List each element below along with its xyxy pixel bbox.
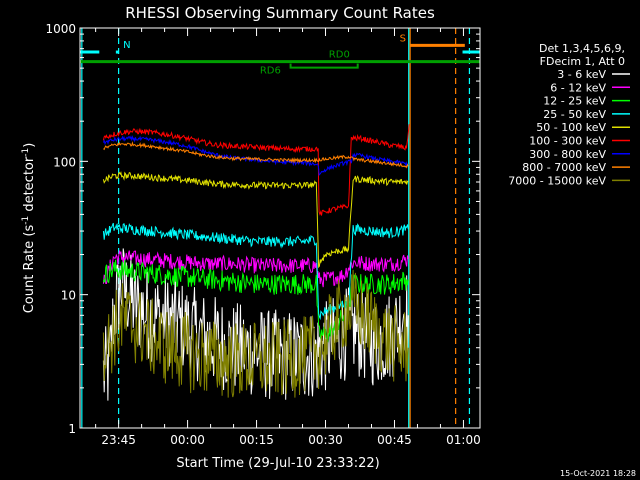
y-tick-label-3: 1000 bbox=[45, 22, 76, 36]
legend-label-6: 300 - 800 keV bbox=[529, 148, 606, 161]
y-axis-label-sup2: -1 bbox=[21, 148, 31, 157]
legend-header-0: Det 1,3,4,5,6,9, bbox=[539, 42, 625, 55]
timestamp: 15-Oct-2021 18:28 bbox=[560, 469, 636, 478]
legend-label-7: 800 - 7000 keV bbox=[522, 161, 606, 174]
flag-label-n: N bbox=[123, 40, 130, 51]
x-tick-label-3: 00:30 bbox=[308, 433, 343, 447]
y-axis-label-main: Count Rate (s bbox=[22, 225, 37, 314]
series-line-3 bbox=[102, 222, 409, 321]
series-line-1 bbox=[102, 249, 409, 288]
event-vertical-lines bbox=[81, 28, 471, 428]
y-axis-label-mid: detector bbox=[22, 156, 37, 216]
legend-header-1: FDecim 1, Att 0 bbox=[540, 55, 625, 68]
x-tick-label-1: 00:00 bbox=[170, 433, 205, 447]
series-line-8 bbox=[102, 269, 409, 398]
series-line-5 bbox=[102, 124, 410, 216]
series-line-4 bbox=[102, 171, 409, 269]
legend-label-1: 6 - 12 keV bbox=[550, 81, 606, 94]
legend-label-2: 12 - 25 keV bbox=[543, 95, 606, 108]
series-line-7 bbox=[103, 141, 409, 169]
x-axis-label: Start Time (29-Jul-10 23:33:22) bbox=[176, 456, 379, 471]
flag-bars: N S RD0 RD6 bbox=[80, 33, 480, 77]
y-axis-label-sup1: -1 bbox=[21, 216, 31, 225]
series-lines bbox=[102, 124, 410, 401]
y-tick-label-0: 1 bbox=[68, 422, 76, 436]
flag-label-rd0: RD0 bbox=[329, 50, 350, 61]
legend: Det 1,3,4,5,6,9,FDecim 1, Att 03 - 6 keV… bbox=[508, 42, 630, 187]
x-tick-label-2: 00:15 bbox=[239, 433, 274, 447]
x-tick-label-0: 23:45 bbox=[101, 433, 136, 447]
y-axis-label: Count Rate (s-1 detector-1) bbox=[21, 143, 37, 314]
flag-label-rd6: RD6 bbox=[260, 66, 281, 77]
series-line-6 bbox=[102, 134, 409, 177]
legend-label-5: 100 - 300 keV bbox=[529, 135, 606, 148]
rd6-bracket bbox=[289, 63, 359, 69]
legend-label-0: 3 - 6 keV bbox=[557, 68, 606, 81]
legend-label-3: 25 - 50 keV bbox=[543, 108, 606, 121]
chart-title: RHESSI Observing Summary Count Rates bbox=[125, 4, 435, 22]
plot-axes: 23:45 00:00 00:15 00:30 00:45 01:00 1 10 100 1000 bbox=[45, 22, 480, 447]
x-tick-label-4: 00:45 bbox=[377, 433, 412, 447]
series-line-2 bbox=[102, 259, 409, 343]
x-tick-label-5: 01:00 bbox=[446, 433, 481, 447]
y-tick-label-2: 100 bbox=[53, 155, 76, 169]
legend-label-4: 50 - 100 keV bbox=[536, 121, 606, 134]
y-axis-label-end: ) bbox=[22, 143, 37, 148]
legend-label-8: 7000 - 15000 keV bbox=[508, 174, 606, 187]
flag-label-s: S bbox=[400, 33, 406, 44]
y-tick-label-1: 10 bbox=[61, 289, 76, 303]
